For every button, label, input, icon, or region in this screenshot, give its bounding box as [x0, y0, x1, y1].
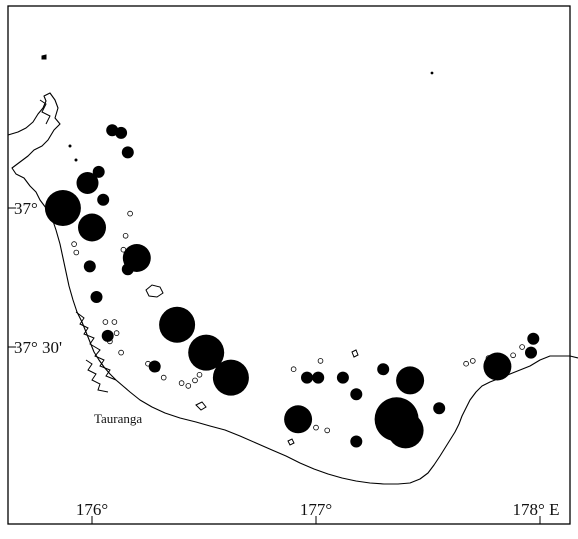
open-site-marker — [160, 374, 167, 381]
filled-site-marker — [115, 126, 128, 139]
filled-site-marker — [527, 332, 540, 345]
island-mayor — [145, 284, 164, 298]
open-site-marker — [111, 319, 118, 325]
filled-site-marker — [312, 371, 325, 384]
island-dot — [68, 144, 72, 148]
filled-site-marker — [396, 366, 425, 395]
open-site-marker — [290, 366, 297, 373]
open-site-marker — [71, 241, 77, 247]
coastline — [7, 92, 578, 485]
open-site-marker — [192, 377, 198, 384]
open-site-marker — [463, 360, 469, 367]
filled-site-marker — [90, 291, 103, 303]
filled-site-marker — [483, 352, 512, 381]
filled-site-marker — [121, 146, 134, 159]
island-small-2 — [41, 54, 47, 60]
filled-site-marker — [212, 359, 249, 396]
filled-site-marker — [97, 193, 110, 206]
islands — [41, 54, 434, 446]
filled-site-marker — [159, 306, 196, 343]
open-site-marker — [317, 358, 324, 364]
filled-site-marker — [387, 412, 424, 449]
place-label-tauranga: Tauranga — [94, 411, 142, 426]
open-site-marker — [102, 319, 109, 325]
open-site-marker — [127, 210, 133, 217]
filled-site-marker — [301, 371, 313, 384]
open-site-marker — [519, 344, 525, 350]
island-small-3 — [287, 438, 295, 446]
x-tick-label: 177° — [300, 500, 332, 519]
filled-site-marker — [377, 363, 390, 376]
filled-site-marker — [336, 371, 349, 384]
open-site-marker — [178, 380, 185, 386]
filled-site-marker — [76, 172, 99, 194]
island-dot — [430, 71, 434, 75]
filled-site-marker — [83, 260, 96, 273]
filled-site-marker — [525, 346, 537, 359]
filled-site-marker — [284, 405, 313, 434]
map-frame — [7, 5, 571, 525]
open-site-marker — [313, 424, 319, 431]
x-tick-label: 176° — [76, 500, 108, 519]
open-site-marker — [73, 249, 80, 256]
x-ticks — [91, 516, 541, 524]
open-site-marker — [469, 358, 476, 364]
island-dot — [74, 158, 78, 162]
y-ticks — [8, 207, 16, 348]
open-site-marker — [324, 427, 331, 434]
filled-site-marker — [44, 190, 81, 226]
open-site-marker — [113, 330, 120, 336]
open-site-marker — [185, 383, 192, 389]
filled-site-marker — [101, 329, 114, 342]
island-motiti — [195, 401, 207, 411]
x-tick-label: 178° E — [513, 500, 560, 519]
open-site-marker — [118, 349, 124, 356]
island-small-1 — [351, 349, 359, 358]
filled-site-marker — [92, 165, 105, 178]
open-site-marker — [510, 352, 516, 359]
filled-site-marker — [350, 388, 363, 401]
filled-site-marker — [121, 263, 134, 276]
filled-site-marker — [433, 402, 446, 415]
y-tick-label: 37° — [14, 199, 38, 218]
open-site-marker — [122, 233, 129, 239]
harbour-detail — [39, 99, 117, 393]
y-tick-label: 37° 30' — [14, 338, 62, 357]
filled-site-marker — [148, 360, 161, 373]
filled-site-marker — [188, 334, 225, 371]
filled-site-marker — [78, 213, 106, 242]
filled-site-marker — [350, 435, 363, 448]
open-site-marker — [196, 371, 203, 378]
filled-sites — [44, 124, 540, 449]
